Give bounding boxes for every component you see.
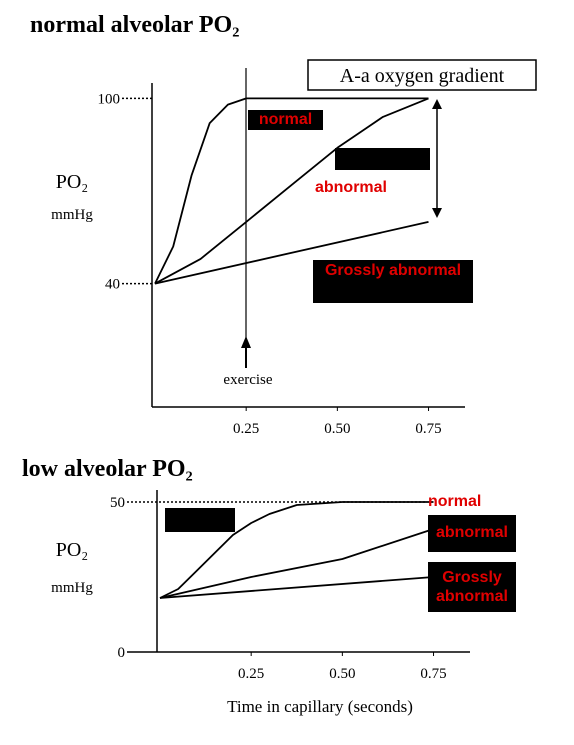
series-label: normal	[428, 493, 482, 510]
series-label: abnormal	[428, 515, 516, 552]
black-box	[335, 148, 430, 170]
chart-title: normal alveolar PO₂	[30, 12, 239, 38]
y-axis-label: PO₂	[56, 539, 89, 561]
x-tick-label: 0.50	[329, 666, 355, 682]
series-line	[154, 97, 429, 285]
series-label: normal	[248, 110, 323, 130]
series-line	[159, 576, 434, 599]
chart-title: low alveolar PO₂	[22, 456, 193, 482]
series-line	[154, 221, 429, 285]
annotation: A-a oxygen gradient	[340, 65, 505, 87]
series-line	[159, 501, 434, 599]
annotation: exercise	[223, 372, 272, 388]
x-tick-label: 0.25	[238, 666, 264, 682]
x-axis-label: Time in capillary (seconds)	[227, 697, 413, 716]
y-tick-label: 0	[118, 645, 126, 661]
y-axis-unit: mmHg	[51, 207, 93, 223]
y-axis-unit: mmHg	[51, 580, 93, 596]
y-axis-label: PO₂	[56, 171, 89, 193]
arrow-head	[432, 99, 442, 109]
x-tick-label: 0.25	[233, 421, 259, 437]
y-tick-label: 40	[105, 277, 120, 293]
series-label: Grossly abnormal	[313, 260, 473, 303]
arrow-head	[432, 208, 442, 218]
x-tick-label: 0.50	[324, 421, 350, 437]
arrow-head	[241, 336, 251, 348]
annotation-box	[307, 59, 537, 91]
series-label: abnormal	[314, 179, 387, 196]
y-tick-label: 50	[110, 495, 125, 511]
x-tick-label: 0.75	[420, 666, 446, 682]
x-tick-label: 0.75	[415, 421, 441, 437]
y-tick-label: 100	[98, 91, 121, 107]
black-box	[165, 508, 235, 532]
series-line	[154, 97, 429, 284]
series-label: Grossly abnormal	[428, 562, 516, 612]
series-line	[159, 528, 434, 599]
